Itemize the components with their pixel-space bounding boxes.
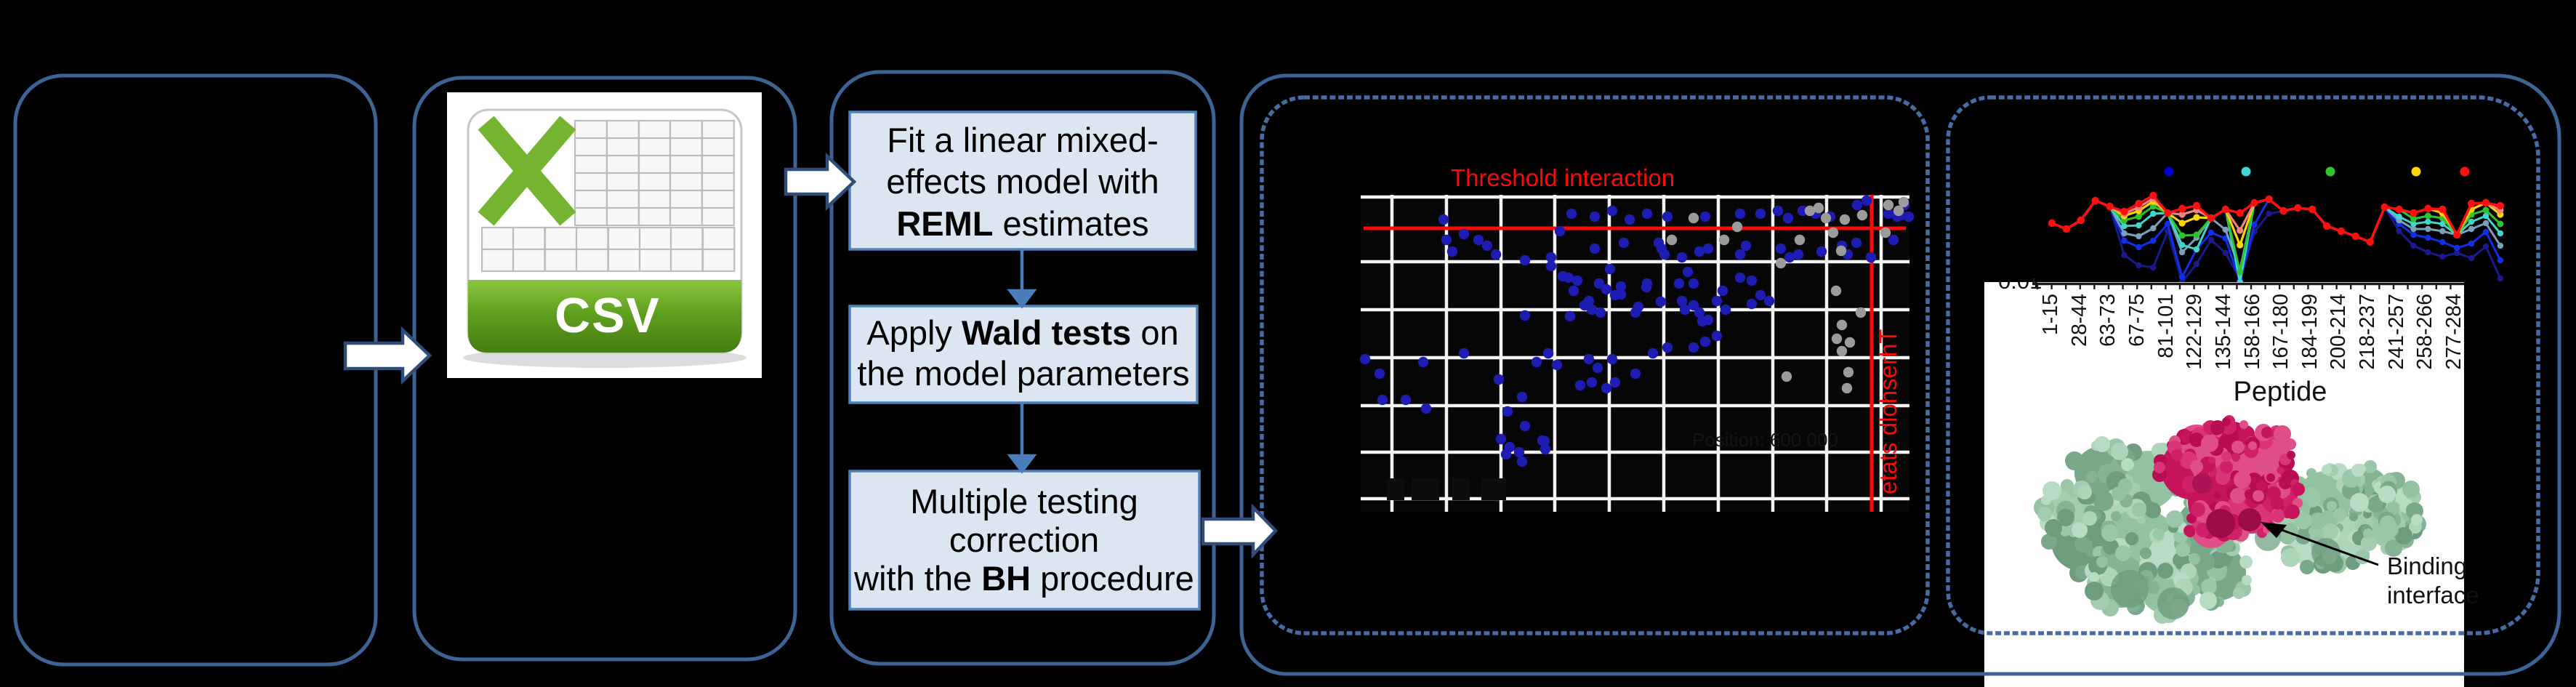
svg-text:Multiple testing: Multiple testing [910, 482, 1138, 521]
svg-text:1-15: 1-15 [2039, 294, 2062, 335]
svg-text:277-284: 277-284 [2442, 294, 2466, 370]
svg-text:CSV: CSV [555, 288, 661, 343]
svg-text:Fit a linear mixed-: Fit a linear mixed- [887, 121, 1159, 159]
svg-text:241-257: 241-257 [2385, 294, 2408, 370]
svg-text:122-129: 122-129 [2183, 294, 2206, 370]
svg-text:the model parameters: the model parameters [857, 354, 1189, 393]
svg-text:158-166: 158-166 [2241, 294, 2264, 370]
svg-text:Apply Wald tests on: Apply Wald tests on [866, 313, 1178, 352]
svg-text:interface: interface [2387, 582, 2479, 608]
svg-text:Threshold interaction: Threshold interaction [1451, 164, 1675, 191]
svg-text:with the BH procedure: with the BH procedure [853, 559, 1194, 598]
svg-text:167-180: 167-180 [2269, 294, 2293, 370]
svg-text:Binding: Binding [2387, 553, 2467, 579]
svg-text:Position: 600 000: Position: 600 000 [1692, 429, 1838, 451]
svg-text:effects model with: effects model with [886, 162, 1159, 201]
svg-text:81-101: 81-101 [2154, 294, 2178, 358]
svg-text:REML estimates: REML estimates [896, 204, 1148, 243]
svg-text:184-199: 184-199 [2298, 294, 2322, 370]
svg-text:0.01: 0.01 [1998, 268, 2042, 294]
svg-text:200-214: 200-214 [2327, 294, 2350, 370]
svg-text:218-237: 218-237 [2356, 294, 2379, 370]
svg-text:67-75: 67-75 [2125, 294, 2149, 347]
svg-text:Peptide: Peptide [2234, 377, 2327, 407]
svg-text:etats dlohserhT: etats dlohserhT [1875, 329, 1901, 494]
svg-text:28-44: 28-44 [2068, 294, 2091, 347]
svg-text:135-144: 135-144 [2212, 294, 2235, 370]
svg-text:correction: correction [949, 521, 1099, 559]
svg-text:63-73: 63-73 [2096, 294, 2120, 347]
svg-text:258-266: 258-266 [2413, 294, 2436, 370]
